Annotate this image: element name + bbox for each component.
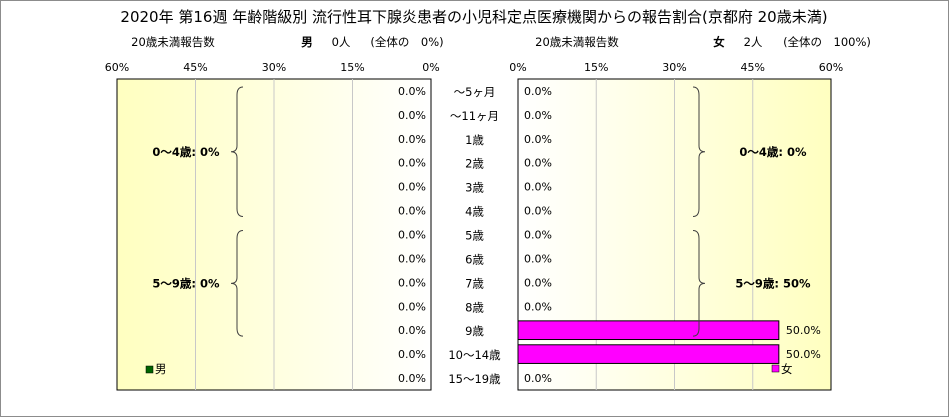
right-axis-ticks: 0% 15% 30% 45% 60% xyxy=(509,61,843,74)
right-reports-label: 20歳未満報告数 xyxy=(535,35,619,49)
left-tick-label: 45% xyxy=(183,61,207,74)
female-legend-swatch xyxy=(771,364,780,373)
right-header: 20歳未満報告数 女 2人 (全体の 100%) xyxy=(535,35,871,49)
female-value-label: 0.0% xyxy=(524,229,552,242)
male-value-label: 0.0% xyxy=(398,157,426,170)
female-value-label: 0.0% xyxy=(524,300,552,313)
age-category-label: ～5ヶ月 xyxy=(454,85,496,99)
left-tick-label: 30% xyxy=(262,61,286,74)
left-tick-label: 0% xyxy=(422,61,439,74)
female-legend: 女 xyxy=(771,362,793,376)
female-value-label: 0.0% xyxy=(524,181,552,194)
left-age-group-brace xyxy=(230,230,244,337)
male-legend-swatch xyxy=(145,365,154,374)
age-category-label: 5歳 xyxy=(465,229,484,243)
female-value-label: 0.0% xyxy=(524,157,552,170)
right-tick-label: 0% xyxy=(509,61,526,74)
female-value-label: 0.0% xyxy=(524,109,552,122)
left-header: 20歳未満報告数 男 0人 (全体の 0%) xyxy=(131,35,443,49)
male-value-label: 0.0% xyxy=(398,372,426,385)
age-category-label: 7歳 xyxy=(465,276,484,290)
age-category-label: ～11ヶ月 xyxy=(450,109,499,123)
female-value-label: 0.0% xyxy=(524,252,552,265)
age-group-brackets: 0～4歳: 0% 5～9歳: 0% 0～4歳: 0% 5～9歳: 50% xyxy=(152,86,811,337)
male-legend: 男 xyxy=(145,362,167,376)
age-category-label: 9歳 xyxy=(465,324,484,338)
female-value-label: 0.0% xyxy=(524,85,552,98)
male-value-label: 0.0% xyxy=(398,324,426,337)
left-age-group-brace xyxy=(230,86,244,218)
female-value-label: 0.0% xyxy=(524,372,552,385)
male-value-label: 0.0% xyxy=(398,300,426,313)
male-value-label: 0.0% xyxy=(398,109,426,122)
male-legend-label: 男 xyxy=(155,362,167,376)
female-legend-label: 女 xyxy=(781,362,793,376)
male-value-label: 0.0% xyxy=(398,348,426,361)
age-category-label: 2歳 xyxy=(465,157,484,171)
female-value-label: 0.0% xyxy=(524,276,552,289)
right-tick-label: 15% xyxy=(584,61,608,74)
left-age-group-label: 5～9歳: 0% xyxy=(152,276,220,290)
age-category-label: 1歳 xyxy=(465,133,484,147)
left-sex-label: 男 xyxy=(301,35,313,49)
female-value-label: 50.0% xyxy=(786,348,821,361)
female-value-label: 50.0% xyxy=(786,324,821,337)
left-age-group-label: 0～4歳: 0% xyxy=(152,145,220,159)
left-tick-label: 60% xyxy=(105,61,129,74)
left-axis-ticks: 0% 15% 30% 45% 60% xyxy=(105,61,440,74)
right-age-group-label: 5～9歳: 50% xyxy=(735,276,811,290)
age-category-label: 10～14歳 xyxy=(448,348,501,362)
right-age-group-label: 0～4歳: 0% xyxy=(739,145,807,159)
value-labels: 0.0% 0.0% 0.0% 0.0% 0.0% 0.0% 0.0% 0.0% 0.0% 0.0%… xyxy=(398,85,821,385)
male-value-label: 0.0% xyxy=(398,276,426,289)
left-tick-label: 15% xyxy=(340,61,364,74)
male-value-label: 0.0% xyxy=(398,181,426,194)
chart-title: 2020年 第16週 年齢階級別 流行性耳下腺炎患者の小児科定点医療機関からの報… xyxy=(120,8,827,26)
right-tick-label: 30% xyxy=(662,61,686,74)
right-age-group-brace xyxy=(692,230,706,337)
male-value-label: 0.0% xyxy=(398,205,426,218)
right-count: 2人 xyxy=(744,35,763,49)
left-share: (全体の 0%) xyxy=(370,35,443,49)
age-category-label: 4歳 xyxy=(465,205,484,219)
left-reports-label: 20歳未満報告数 xyxy=(131,35,215,49)
female-value-label: 0.0% xyxy=(524,205,552,218)
left-count: 0人 xyxy=(332,35,351,49)
female-value-label: 0.0% xyxy=(524,133,552,146)
female-bar xyxy=(517,344,780,364)
right-tick-label: 45% xyxy=(741,61,765,74)
male-value-label: 0.0% xyxy=(398,229,426,242)
right-share: (全体の 100%) xyxy=(783,35,871,49)
male-value-label: 0.0% xyxy=(398,85,426,98)
age-category-label: 15～19歳 xyxy=(448,372,501,386)
left-gridlines xyxy=(195,79,353,390)
right-age-group-brace xyxy=(692,86,706,218)
age-category-label: 3歳 xyxy=(465,181,484,195)
male-value-label: 0.0% xyxy=(398,133,426,146)
age-category-label: 8歳 xyxy=(465,300,484,314)
age-labels: ～5ヶ月 ～11ヶ月 1歳 2歳 3歳 4歳 5歳 6歳 7歳 8歳 9歳 10～14歳 15～19歳 xyxy=(448,85,501,386)
right-sex-label: 女 xyxy=(713,35,725,49)
female-bar xyxy=(517,320,780,341)
age-category-label: 6歳 xyxy=(465,252,484,266)
right-tick-label: 60% xyxy=(819,61,843,74)
male-value-label: 0.0% xyxy=(398,252,426,265)
bars xyxy=(517,320,780,364)
